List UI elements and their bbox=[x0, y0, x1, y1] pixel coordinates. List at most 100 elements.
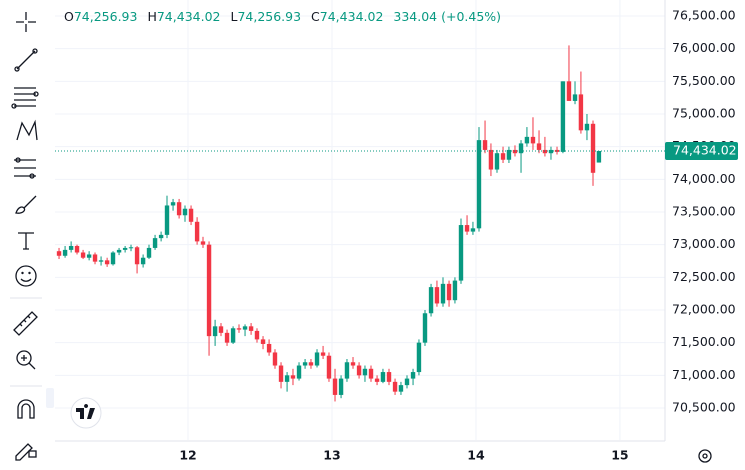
y-tick-label: 71,000.00 bbox=[672, 367, 736, 382]
candle bbox=[482, 120, 488, 154]
candle bbox=[98, 256, 104, 266]
open-label: O bbox=[64, 9, 74, 24]
candle-body bbox=[554, 149, 560, 152]
fib-tool[interactable] bbox=[11, 87, 39, 109]
candle bbox=[74, 244, 80, 255]
candle-body bbox=[242, 326, 248, 330]
candle-body bbox=[596, 150, 602, 163]
text-tool[interactable] bbox=[18, 232, 34, 250]
candle-body bbox=[428, 287, 434, 314]
emoji-tool[interactable] bbox=[15, 265, 37, 287]
candle bbox=[476, 127, 482, 232]
candle-body bbox=[128, 247, 134, 249]
y-tick-label: 76,000.00 bbox=[672, 40, 736, 55]
candle bbox=[128, 244, 134, 252]
candle-body bbox=[122, 247, 128, 250]
candle bbox=[254, 328, 260, 343]
candle-body bbox=[404, 378, 410, 386]
candle-body bbox=[440, 283, 446, 304]
candle bbox=[188, 205, 194, 226]
candles bbox=[56, 45, 602, 402]
candle bbox=[596, 150, 602, 163]
trend-line-tool[interactable] bbox=[14, 48, 38, 72]
candle-body bbox=[386, 372, 392, 382]
magnet-tool[interactable] bbox=[17, 399, 35, 419]
high-label: H bbox=[147, 9, 156, 24]
candle-body bbox=[584, 123, 590, 131]
candle bbox=[290, 368, 296, 386]
candle bbox=[410, 368, 416, 386]
candle bbox=[332, 368, 338, 402]
candle bbox=[524, 127, 530, 147]
candle-body bbox=[164, 205, 170, 235]
candle-body bbox=[422, 313, 428, 343]
lock-drawing-tool[interactable] bbox=[15, 443, 37, 461]
candle bbox=[308, 358, 314, 369]
candle bbox=[446, 280, 452, 307]
candle bbox=[470, 221, 476, 235]
candle bbox=[398, 381, 404, 395]
candle-body bbox=[470, 228, 476, 232]
crosshair-tool[interactable] bbox=[16, 12, 36, 32]
candle bbox=[572, 81, 578, 105]
candle bbox=[320, 345, 326, 359]
candle-body bbox=[572, 94, 578, 101]
ruler-tool[interactable] bbox=[13, 311, 38, 336]
candle bbox=[140, 254, 146, 268]
candle bbox=[218, 323, 224, 337]
candle-body bbox=[476, 140, 482, 229]
candle bbox=[86, 251, 92, 261]
y-tick-label: 73,500.00 bbox=[672, 203, 736, 218]
candle-body bbox=[254, 330, 260, 340]
candle bbox=[230, 326, 236, 344]
pattern-tool[interactable] bbox=[16, 119, 38, 141]
candle-body bbox=[272, 352, 278, 366]
candle bbox=[362, 365, 368, 382]
y-tick-label: 72,000.00 bbox=[672, 301, 736, 316]
settings-button[interactable] bbox=[698, 449, 712, 463]
candle-body bbox=[260, 339, 266, 344]
candle bbox=[68, 241, 74, 253]
candle bbox=[164, 195, 170, 239]
candle bbox=[380, 368, 386, 384]
candle-body bbox=[146, 247, 152, 258]
x-tick-label: 13 bbox=[323, 448, 340, 463]
candle bbox=[260, 336, 266, 350]
candle-body bbox=[278, 365, 284, 382]
candle bbox=[92, 252, 98, 265]
candle-body bbox=[284, 375, 290, 382]
candle-body bbox=[314, 352, 320, 366]
candle-body bbox=[56, 251, 62, 256]
low-value: 74,256.93 bbox=[237, 9, 301, 24]
candle bbox=[350, 357, 356, 369]
forecast-tool[interactable] bbox=[14, 157, 36, 179]
candle bbox=[80, 249, 86, 260]
candle-body bbox=[248, 326, 254, 331]
candle-body bbox=[176, 202, 182, 216]
candle bbox=[344, 358, 350, 382]
y-tick-label: 72,500.00 bbox=[672, 269, 736, 284]
toolbar bbox=[10, 12, 54, 461]
candle-body bbox=[296, 365, 302, 379]
candle bbox=[530, 117, 536, 150]
candle-body bbox=[536, 143, 542, 150]
candle-body bbox=[416, 342, 422, 373]
candle-body bbox=[356, 365, 362, 376]
candle bbox=[536, 130, 542, 154]
candle bbox=[494, 149, 500, 173]
candle-body bbox=[368, 368, 374, 379]
candle-body bbox=[308, 362, 314, 366]
candle-body bbox=[398, 385, 404, 392]
candle bbox=[578, 71, 584, 134]
candle-body bbox=[98, 260, 104, 262]
brush-tool[interactable] bbox=[15, 195, 37, 214]
candle bbox=[566, 45, 572, 101]
candle bbox=[548, 146, 554, 160]
candle-body bbox=[578, 94, 584, 131]
candle bbox=[500, 146, 506, 163]
zoom-tool[interactable] bbox=[16, 350, 36, 370]
collapse-toolbar[interactable] bbox=[46, 388, 54, 408]
high-value: 74,434.02 bbox=[157, 9, 221, 24]
candle bbox=[368, 365, 374, 382]
